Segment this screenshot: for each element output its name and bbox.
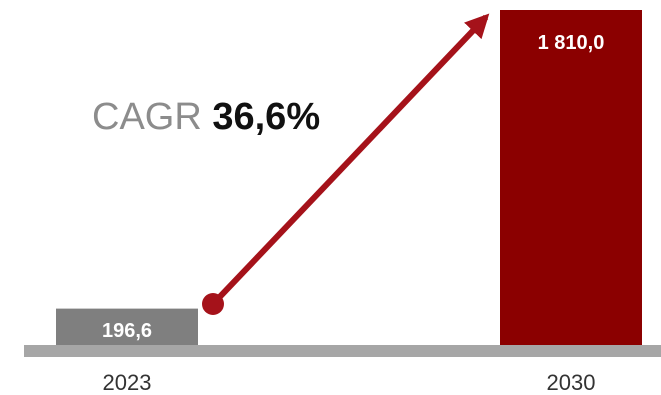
bar-2023	[56, 308, 198, 345]
x-tick-label-2023: 2023	[103, 370, 152, 395]
cagr-label: CAGR	[92, 96, 202, 138]
cagr-value: 36,6%	[212, 96, 321, 138]
data-label-2030: 1 810,0	[538, 32, 605, 54]
x-tick-label-2030: 2030	[547, 370, 596, 395]
growth-arrow	[210, 13, 490, 307]
baseline	[24, 345, 661, 357]
growth-arrow-start-dot	[202, 293, 224, 315]
cagr-annotation: CAGR 36,6%	[92, 98, 320, 136]
bar-2030	[500, 10, 642, 345]
data-label-2023: 196,6	[102, 320, 152, 342]
